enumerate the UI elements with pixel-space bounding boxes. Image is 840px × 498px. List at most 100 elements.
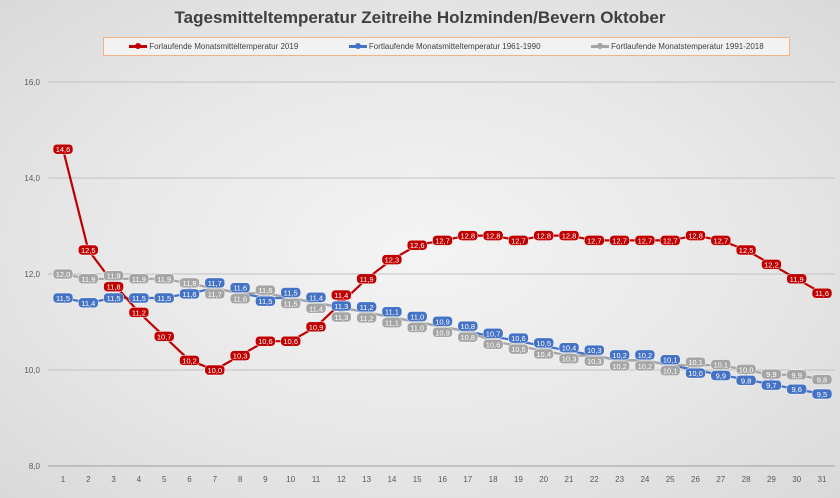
data-label-tag bbox=[52, 292, 74, 304]
data-label: 11,6 bbox=[258, 286, 272, 295]
x-tick-label: 5 bbox=[162, 475, 167, 484]
data-label-tag bbox=[305, 303, 327, 314]
data-label: 12,7 bbox=[612, 236, 627, 245]
data-label: 11,3 bbox=[334, 302, 348, 311]
data-label: 10,1 bbox=[688, 358, 703, 367]
chart-title: Tagesmitteltemperatur Zeitreihe Holzmind… bbox=[174, 8, 666, 27]
data-label: 9,8 bbox=[817, 376, 827, 385]
data-label-tag bbox=[457, 331, 479, 343]
data-label: 10,2 bbox=[638, 362, 653, 371]
data-label-tag bbox=[533, 348, 554, 360]
data-label-tag bbox=[103, 281, 124, 292]
x-tick-label: 8 bbox=[238, 475, 243, 484]
data-label: 10,9 bbox=[435, 317, 450, 326]
data-label-tag bbox=[457, 230, 479, 241]
x-tick-label: 12 bbox=[337, 475, 346, 484]
data-label: 9,9 bbox=[791, 371, 801, 380]
data-label-tag bbox=[229, 350, 251, 361]
data-label: 11,9 bbox=[81, 275, 95, 284]
series-line bbox=[62, 287, 823, 396]
data-label-tag bbox=[533, 337, 554, 349]
data-label-tag bbox=[381, 254, 403, 265]
data-label-tag bbox=[204, 364, 226, 376]
data-label-tag bbox=[204, 277, 226, 289]
data-label: 11,4 bbox=[334, 291, 348, 300]
x-tick-label: 1 bbox=[61, 475, 66, 484]
data-label: 10,4 bbox=[536, 350, 551, 359]
data-label: 10,3 bbox=[587, 346, 602, 355]
x-tick-label: 14 bbox=[387, 475, 396, 484]
data-label: 11,2 bbox=[360, 303, 374, 312]
data-label-tag bbox=[761, 379, 782, 391]
data-label-tag bbox=[406, 322, 428, 333]
x-tick-label: 2 bbox=[86, 475, 91, 484]
y-tick-label: 12,0 bbox=[24, 270, 40, 279]
data-label-tag bbox=[432, 327, 453, 338]
data-label: 12,8 bbox=[688, 232, 703, 241]
data-label-tag bbox=[786, 273, 807, 285]
data-label: 10,1 bbox=[663, 356, 678, 365]
data-label: 12,8 bbox=[562, 232, 577, 241]
data-label: 11,6 bbox=[233, 295, 247, 304]
data-label: 11,7 bbox=[208, 290, 222, 299]
y-tick-label: 16,0 bbox=[24, 78, 40, 87]
x-tick-label: 30 bbox=[792, 475, 801, 484]
data-label-tag bbox=[78, 297, 99, 309]
data-label: 9,8 bbox=[741, 376, 751, 385]
legend: Forlaufende Monatsmitteltemperatur 2019 … bbox=[103, 37, 790, 56]
data-label: 12,2 bbox=[764, 260, 779, 269]
data-label: 10,9 bbox=[435, 328, 450, 337]
data-label: 12,8 bbox=[460, 232, 475, 241]
x-tick-label: 18 bbox=[489, 475, 498, 484]
data-label-tag bbox=[128, 292, 150, 304]
data-label: 12,7 bbox=[663, 236, 678, 245]
data-label-tag bbox=[128, 307, 150, 318]
data-label: 11,5 bbox=[258, 297, 272, 306]
data-label-tag bbox=[255, 284, 276, 296]
data-label: 11,5 bbox=[132, 294, 146, 303]
data-label-tag bbox=[229, 282, 251, 293]
data-label: 12,7 bbox=[638, 236, 653, 245]
data-label: 10,8 bbox=[460, 322, 475, 331]
x-tick-label: 4 bbox=[137, 475, 142, 484]
data-label: 11,9 bbox=[790, 275, 804, 284]
y-tick-label: 8,0 bbox=[29, 462, 41, 471]
x-tick-label: 15 bbox=[413, 475, 422, 484]
data-label: 10,0 bbox=[739, 365, 754, 374]
data-label: 11,8 bbox=[182, 279, 196, 288]
data-label-tag bbox=[179, 288, 200, 300]
data-label: 10,7 bbox=[486, 329, 501, 338]
data-label-tag bbox=[153, 331, 175, 342]
data-label-tag bbox=[786, 383, 807, 395]
data-label-tag bbox=[52, 268, 74, 280]
data-label-tag bbox=[659, 365, 681, 376]
x-tick-label: 27 bbox=[716, 475, 725, 484]
data-label: 10,3 bbox=[233, 352, 248, 361]
data-label-tag bbox=[153, 292, 175, 304]
data-label-tag bbox=[153, 273, 175, 285]
x-tick-label: 10 bbox=[286, 475, 295, 484]
x-tick-label: 22 bbox=[590, 475, 599, 484]
data-label: 10,6 bbox=[258, 337, 273, 346]
data-label-tag bbox=[735, 244, 757, 256]
data-label-tag bbox=[685, 356, 706, 368]
data-label-tag bbox=[103, 270, 124, 281]
x-tick-label: 20 bbox=[539, 475, 548, 484]
legend-swatch bbox=[348, 43, 367, 49]
data-label: 10,0 bbox=[207, 366, 222, 375]
data-label-tag bbox=[482, 328, 504, 339]
data-label: 11,9 bbox=[132, 275, 146, 284]
data-label: 12,8 bbox=[486, 232, 501, 241]
data-label-tag bbox=[103, 292, 124, 304]
x-tick-label: 21 bbox=[565, 475, 574, 484]
legend-swatch bbox=[129, 43, 148, 49]
data-label: 11,5 bbox=[56, 294, 70, 303]
data-label: 10,1 bbox=[713, 360, 728, 369]
legend-label: Fortlaufende Monatsmitteltemperatur 1961… bbox=[368, 42, 541, 51]
data-label: 11,9 bbox=[107, 272, 121, 281]
data-label-tag bbox=[255, 295, 276, 307]
x-tick-label: 25 bbox=[666, 475, 675, 484]
data-label: 10,7 bbox=[157, 332, 172, 341]
y-tick-label: 14,0 bbox=[24, 174, 40, 183]
